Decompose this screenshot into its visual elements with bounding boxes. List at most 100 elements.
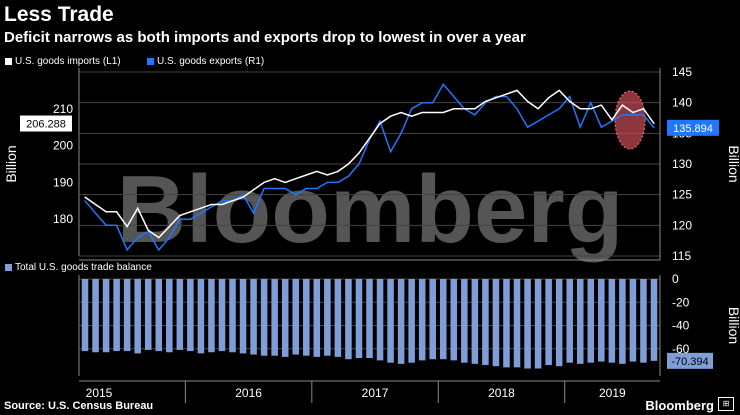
brand-logo: Bloomberg	[645, 398, 714, 413]
imports-point	[421, 111, 423, 114]
legend-imports-swatch	[5, 58, 12, 65]
imports-point	[221, 203, 223, 206]
imports-point	[84, 196, 86, 198]
exports-point	[263, 187, 265, 190]
imports-point	[516, 89, 518, 91]
tick-label-left: 180	[53, 212, 73, 226]
balance-bar	[366, 279, 373, 359]
balance-bar	[471, 279, 479, 364]
balance-bar	[429, 279, 436, 360]
balance-bar	[229, 279, 236, 353]
imports-point	[126, 225, 128, 228]
imports-point	[548, 97, 550, 99]
imports-point	[326, 174, 328, 176]
imports-point	[200, 207, 202, 209]
legend-exports-swatch	[147, 58, 154, 65]
exports-point	[611, 120, 613, 122]
imports-point	[379, 122, 381, 125]
imports-point	[400, 111, 402, 114]
imports-point	[189, 211, 191, 213]
exports-point	[474, 114, 476, 116]
imports-point	[284, 181, 286, 183]
exports-point	[337, 181, 339, 183]
tick-label-bottom-right: -20	[672, 295, 690, 309]
imports-point	[337, 170, 339, 172]
exports-point	[105, 224, 107, 226]
exports-point	[516, 108, 518, 110]
tick-label-left: 210	[53, 102, 73, 116]
balance-bar	[608, 279, 616, 363]
exports-point	[158, 249, 160, 251]
exports-point	[252, 212, 255, 214]
chart-icon: ⊞	[718, 397, 734, 411]
imports-point	[590, 108, 592, 110]
tick-label-bottom-right: -60	[672, 342, 690, 356]
balance-bar	[187, 279, 194, 352]
balance-bar	[598, 279, 605, 362]
balance-bar	[102, 279, 110, 353]
imports-point	[474, 108, 476, 110]
balance-bar	[629, 279, 637, 362]
balance-bar	[513, 279, 521, 368]
source-note: Source: U.S. Census Bureau	[4, 400, 154, 412]
exports-point	[137, 237, 139, 239]
balance-bar	[155, 279, 163, 352]
exports-point	[505, 95, 508, 98]
balance-bar	[524, 279, 531, 369]
balance-bar	[92, 279, 99, 353]
balance-bar	[281, 279, 289, 357]
latest-exports-badge	[667, 119, 719, 136]
imports-point	[94, 203, 97, 206]
balance-bar	[482, 279, 489, 366]
imports-point	[252, 189, 255, 191]
exports-point	[526, 126, 529, 128]
x-tick-label: 2016	[235, 386, 262, 400]
imports-point	[242, 196, 244, 198]
imports-point	[347, 163, 350, 165]
exports-point	[347, 175, 350, 177]
balance-bar	[166, 279, 173, 353]
exports-point	[210, 206, 213, 208]
balance-bar	[397, 279, 405, 364]
imports-point	[179, 214, 181, 217]
balance-bar	[144, 279, 152, 350]
imports-point	[210, 203, 213, 206]
exports-point	[84, 200, 86, 202]
imports-point	[569, 100, 571, 103]
balance-bar	[555, 279, 563, 367]
exports-point	[305, 187, 307, 190]
balance-bar	[271, 279, 278, 356]
tick-label-right: 145	[672, 65, 692, 79]
balance-bar	[545, 279, 552, 366]
exports-point	[284, 187, 286, 190]
y-axis-title-bottom: Billion	[726, 307, 740, 344]
y-axis-title-right: Billion	[726, 145, 740, 182]
legend-exports-label: U.S. goods exports (R1)	[157, 56, 265, 67]
balance-bar	[587, 279, 595, 363]
balance-bar	[176, 279, 184, 350]
latest-balance-badge	[667, 352, 713, 369]
exports-point	[411, 108, 413, 110]
exports-point	[358, 163, 360, 165]
legend-balance: Total U.S. goods trade balance	[5, 262, 152, 273]
imports-point	[411, 115, 413, 117]
imports-point	[358, 152, 360, 154]
latest-exports-label: 135.894	[673, 123, 713, 135]
balance-bar	[239, 279, 247, 354]
tick-label-bottom-right: 0	[672, 272, 679, 286]
imports-point	[579, 108, 581, 110]
tick-label-left: 200	[53, 139, 73, 153]
exports-point	[548, 114, 550, 116]
imports-point	[600, 104, 602, 106]
balance-bar	[292, 279, 300, 355]
imports-point	[432, 111, 434, 114]
imports-point	[231, 200, 234, 202]
imports-point	[495, 97, 497, 99]
exports-point	[632, 114, 634, 116]
imports-point	[147, 229, 149, 231]
exports-point	[653, 127, 655, 129]
balance-bar	[250, 279, 257, 355]
legend-balance-swatch	[5, 264, 12, 271]
exports-point	[642, 114, 645, 116]
x-tick-label: 2015	[86, 386, 113, 400]
